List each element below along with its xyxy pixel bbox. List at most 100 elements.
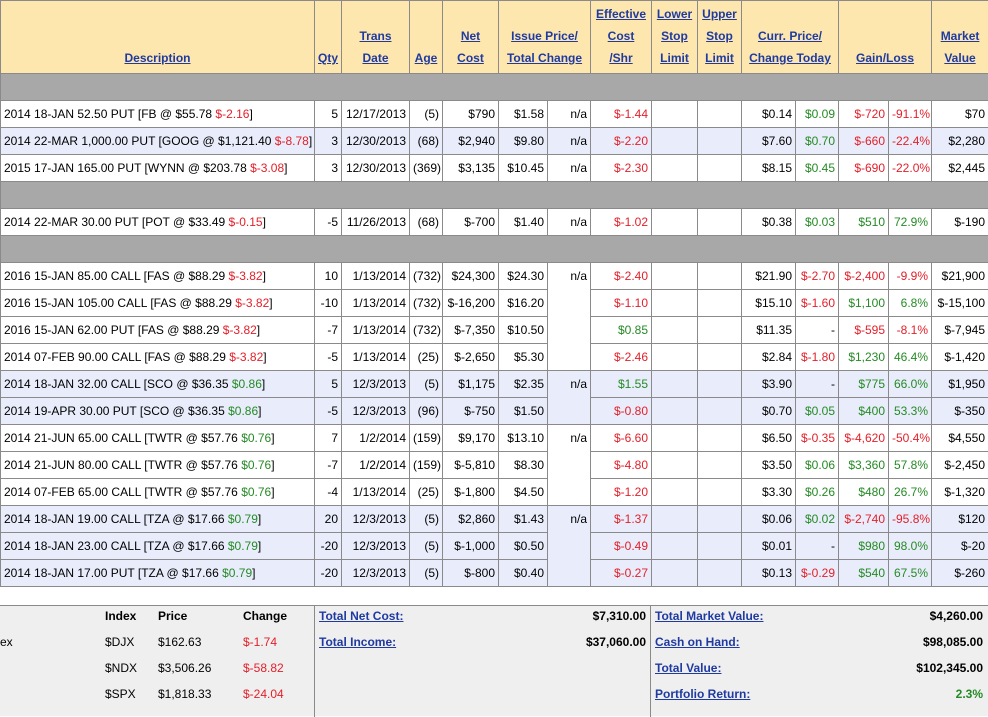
header-link[interactable]: Issue Price/ [511, 29, 578, 43]
cell: $1.58 [499, 101, 548, 128]
column-header[interactable]: Qty [315, 1, 342, 74]
cell: $3,135 [443, 155, 499, 182]
column-header[interactable]: Effective Cost/Shr [591, 1, 652, 74]
cell: $-1.10 [591, 290, 652, 317]
section-separator [1, 236, 988, 263]
cell: (732) [410, 263, 443, 290]
description-part: $-3.08 [250, 161, 284, 175]
header-link[interactable]: Value [944, 51, 975, 65]
header-link[interactable]: Qty [318, 51, 338, 65]
description-part: ] [263, 269, 266, 283]
cell: 20 [315, 506, 342, 533]
total-value: 2.3% [956, 687, 983, 701]
header-link[interactable]: Lower [657, 7, 692, 21]
cell: $980 [839, 533, 889, 560]
cell: (68) [410, 209, 443, 236]
column-header[interactable]: Issue Price/Total Change [499, 1, 591, 74]
header-link[interactable]: Trans [359, 29, 391, 43]
cell: $-1,000 [443, 533, 499, 560]
header-link[interactable]: Cost [608, 29, 635, 43]
header-link[interactable]: Stop [661, 29, 688, 43]
position-row: 2014 18-JAN 32.00 CALL [SCO @ $36.35 $0.… [1, 371, 988, 398]
column-header[interactable]: Gain/Loss [839, 1, 932, 74]
total-label[interactable]: Total Market Value: [655, 609, 763, 623]
description-part: $-3.82 [223, 323, 257, 337]
column-header[interactable]: Curr. Price/Change Today [742, 1, 839, 74]
column-header[interactable]: Upper Stop Limit [698, 1, 742, 74]
cell: $-5,810 [443, 452, 499, 479]
upper-stop [698, 290, 742, 317]
header-link[interactable]: Gain/Loss [856, 51, 914, 65]
cell: -5 [315, 209, 342, 236]
column-header[interactable]: Age [410, 1, 443, 74]
header-link[interactable]: Stop [706, 29, 733, 43]
header-link[interactable]: Net [461, 29, 480, 43]
column-header[interactable]: Description [1, 1, 315, 74]
lower-stop [652, 263, 698, 290]
header-link[interactable]: Age [415, 51, 438, 65]
header-link[interactable]: Change Today [749, 51, 831, 65]
cell: $-800 [443, 560, 499, 587]
upper-stop [698, 533, 742, 560]
header-link[interactable]: /Shr [609, 51, 632, 65]
cell: $-0.27 [591, 560, 652, 587]
column-header[interactable]: Market Value [932, 1, 988, 74]
cell: 12/17/2013 [342, 101, 410, 128]
header-link[interactable]: Date [362, 51, 388, 65]
description-part: ] [258, 512, 261, 526]
total-label[interactable]: Total Net Cost: [319, 609, 403, 623]
cell: $21,900 [932, 263, 988, 290]
cell: (5) [410, 371, 443, 398]
index-header: Change [243, 609, 287, 623]
description: 2014 18-JAN 32.00 CALL [SCO @ $36.35 $0.… [1, 371, 315, 398]
description-part: ] [271, 431, 274, 445]
cell: $-1.80 [796, 344, 839, 371]
total-label[interactable]: Total Income: [319, 635, 396, 649]
effective-cost: n/a [548, 101, 591, 128]
header-link[interactable]: Limit [660, 51, 689, 65]
cell: $-690 [839, 155, 889, 182]
cell: $-350 [932, 398, 988, 425]
cell: 12/30/2013 [342, 128, 410, 155]
description-part: $0.86 [232, 377, 262, 391]
total-label[interactable]: Portfolio Return: [655, 687, 750, 701]
header-row: Description Qty Trans Date Age Net Cost Issue P… [1, 1, 988, 74]
header-link[interactable]: Market [941, 29, 980, 43]
total-label[interactable]: Total Value: [655, 661, 721, 675]
cell: - [796, 317, 839, 344]
cell: -5 [315, 344, 342, 371]
header-link[interactable]: Cost [457, 51, 484, 65]
index-cell: $1,818.33 [158, 687, 211, 701]
cell: (732) [410, 317, 443, 344]
cell: 10 [315, 263, 342, 290]
cell: 1/2/2014 [342, 425, 410, 452]
cell: $11.35 [742, 317, 796, 344]
header-link[interactable]: Total Change [507, 51, 582, 65]
description-part: 2014 18-JAN 17.00 PUT [TZA @ $17.66 [4, 566, 222, 580]
column-header[interactable]: Trans Date [342, 1, 410, 74]
description-part: $-0.15 [229, 215, 263, 229]
header-link[interactable]: Effective [596, 7, 646, 21]
cell: $-0.29 [796, 560, 839, 587]
divider [650, 606, 651, 717]
header-link[interactable]: Curr. Price/ [758, 29, 822, 43]
header-link[interactable]: Upper [702, 7, 737, 21]
effective-cost: n/a [548, 155, 591, 182]
description: 2014 18-JAN 19.00 CALL [TZA @ $17.66 $0.… [1, 506, 315, 533]
cell: 46.4% [889, 344, 932, 371]
cell: 12/3/2013 [342, 398, 410, 425]
cell: $0.50 [499, 533, 548, 560]
cell: $-700 [443, 209, 499, 236]
total-label[interactable]: Cash on Hand: [655, 635, 740, 649]
cell: 12/3/2013 [342, 533, 410, 560]
header-link[interactable]: Limit [705, 51, 734, 65]
cell: $480 [839, 479, 889, 506]
upper-stop [698, 479, 742, 506]
header-link[interactable]: Description [124, 51, 190, 65]
upper-stop [698, 398, 742, 425]
index-cell: $162.63 [158, 635, 201, 649]
description-part: ] [263, 215, 266, 229]
column-header[interactable]: Net Cost [443, 1, 499, 74]
column-header[interactable]: Lower Stop Limit [652, 1, 698, 74]
cell: $1.40 [499, 209, 548, 236]
